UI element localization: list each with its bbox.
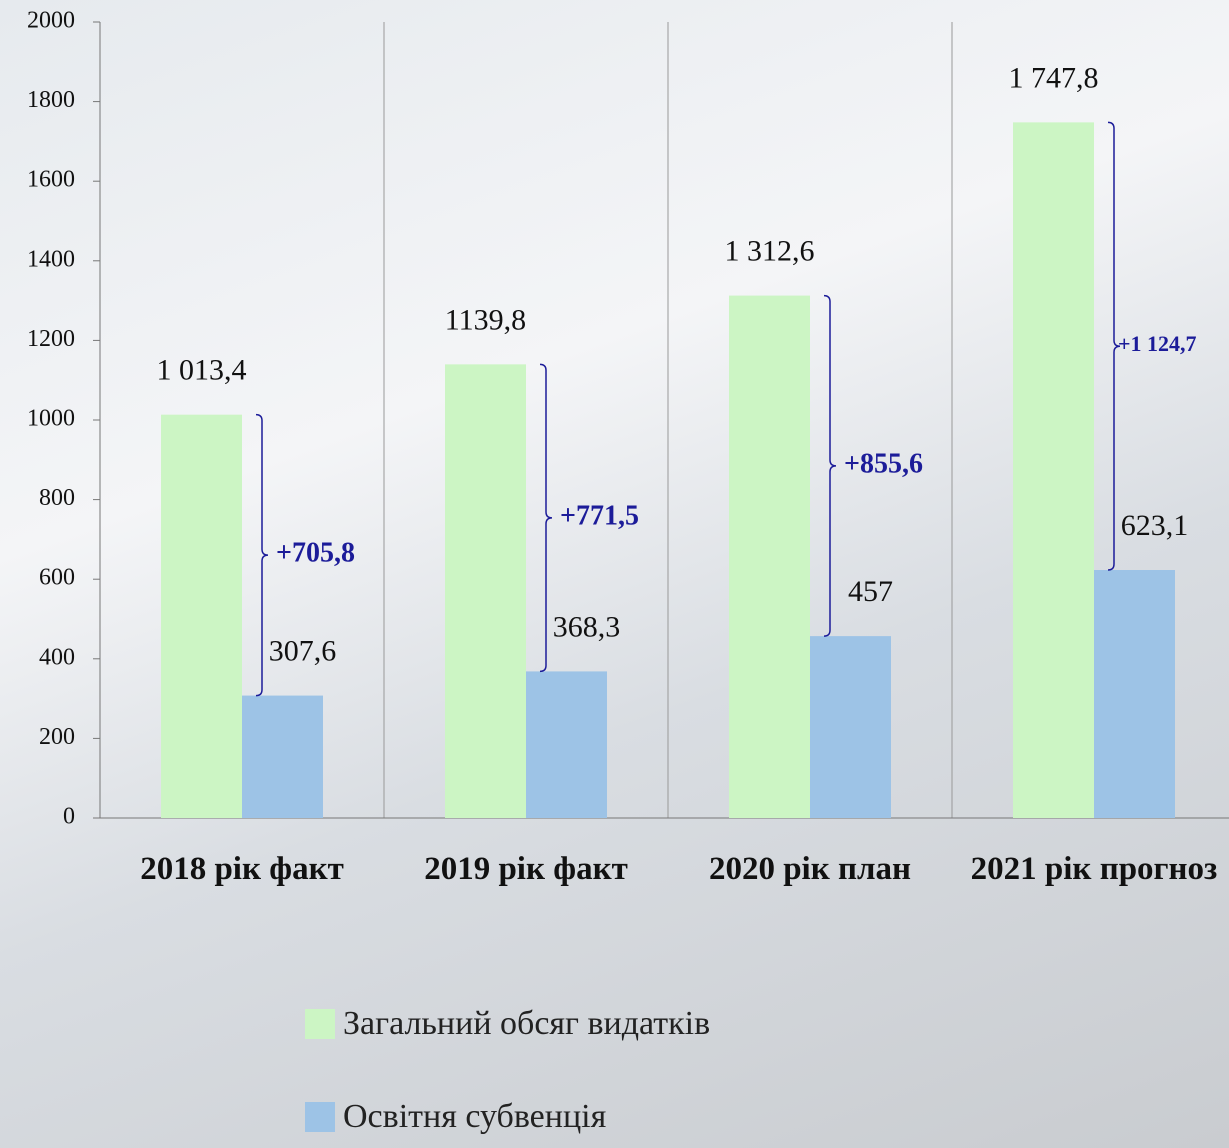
y-tick-label: 400 [39, 644, 75, 670]
annotation: +855,6 [844, 448, 923, 479]
x-tick-label: 2021 рік прогноз [970, 851, 1218, 887]
y-tick-label: 1600 [27, 167, 75, 193]
data-label: 307,6 [269, 634, 337, 667]
data-label: 1 013,4 [157, 354, 247, 387]
x-tick-label: 2020 рік план [708, 851, 912, 887]
brace [1107, 121, 1121, 571]
annotation: +771,5 [560, 500, 639, 531]
y-tick-label: 800 [39, 485, 75, 511]
annotation: +1 124,7 [1118, 331, 1197, 356]
brace [539, 363, 553, 673]
y-tick-label: 200 [39, 724, 75, 750]
data-label: 623,1 [1121, 509, 1189, 542]
bar [729, 295, 810, 818]
x-tick-label: 2019 рік факт [424, 851, 628, 887]
y-tick-label: 2000 [27, 8, 75, 34]
brace [823, 294, 837, 637]
legend-swatch [305, 1102, 335, 1132]
y-tick-label: 1000 [27, 406, 75, 432]
bar [1094, 570, 1175, 818]
x-tick-label: 2018 рік факт [140, 851, 344, 887]
data-label: 1 747,8 [1009, 61, 1099, 94]
y-tick-label: 600 [39, 565, 75, 591]
brace [255, 413, 269, 697]
legend-label: Загальний обсяг видатків [343, 1005, 711, 1042]
legend-item: Загальний обсяг видатків [305, 1005, 710, 1043]
data-label: 368,3 [553, 610, 621, 643]
legend-item: Освітня субвенція [305, 1098, 606, 1136]
y-tick-label: 1200 [27, 326, 75, 352]
bar [242, 695, 323, 818]
data-label: 457 [848, 575, 893, 608]
bar [810, 636, 891, 818]
bar [161, 414, 242, 818]
y-tick-label: 1400 [27, 246, 75, 272]
legend-label: Освітня субвенція [343, 1098, 607, 1135]
y-tick-label: 1800 [27, 87, 75, 113]
y-tick-label: 0 [63, 804, 75, 830]
data-label: 1 312,6 [725, 234, 815, 267]
annotation: +705,8 [276, 538, 355, 569]
bar [1013, 122, 1094, 818]
bar [445, 364, 526, 818]
legend-swatch [305, 1009, 335, 1039]
data-label: 1139,8 [445, 303, 526, 336]
bar [526, 671, 607, 818]
